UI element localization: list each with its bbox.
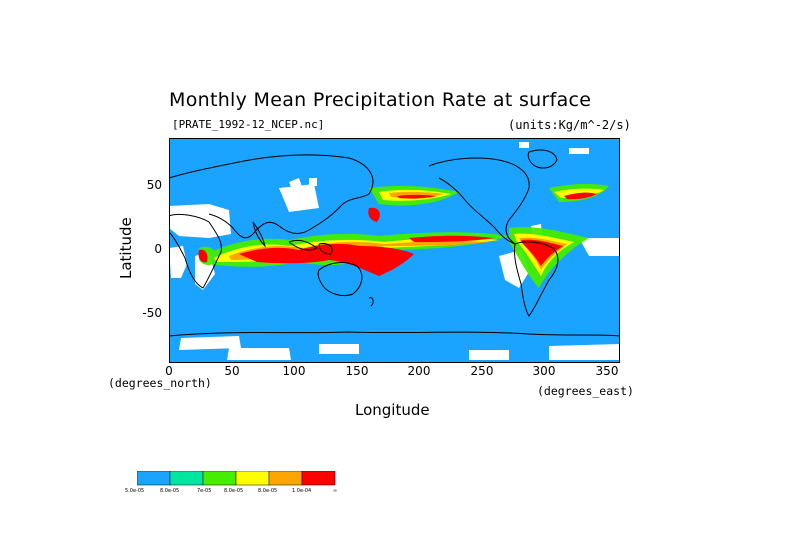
- x-axis-label: Longitude: [355, 401, 430, 419]
- dataset-label: [PRATE_1992-12_NCEP.nc]: [172, 118, 325, 131]
- x-tick-label: 200: [407, 364, 431, 378]
- colorbar-label: 7e-05: [197, 488, 212, 494]
- colorbar-label: 8.0e-05: [160, 488, 180, 494]
- y-tick-label: 0: [154, 242, 162, 256]
- coastlines: [169, 149, 620, 337]
- x-tick-label: 300: [532, 364, 556, 378]
- map-title: Monthly Mean Precipitation Rate at surfa…: [169, 89, 592, 111]
- colorbar-label: 8.0e-05: [224, 488, 244, 494]
- map-frame: [169, 138, 620, 363]
- colorbar: [137, 471, 336, 486]
- colorbar-label: 8.0e-05: [258, 488, 278, 494]
- x-tick-label: 0: [165, 364, 173, 378]
- colorbar-label: ∞: [333, 488, 338, 494]
- y-tick-label: -50: [142, 306, 162, 320]
- y-tick-label: 50: [146, 178, 162, 192]
- x-tick-label: 250: [470, 364, 494, 378]
- x-tick-label: 350: [595, 364, 619, 378]
- x-tick-label: 150: [345, 364, 369, 378]
- x-tick-label: 100: [282, 364, 306, 378]
- precipitation-map: [169, 138, 620, 363]
- y-axis-unit: (degrees_north): [108, 376, 212, 390]
- x-axis-unit: (degrees_east): [537, 384, 634, 398]
- x-tick-label: 50: [224, 364, 240, 378]
- colorbar-label: 1.0e-04: [292, 488, 312, 494]
- units-label: (units:Kg/m^-2/s): [508, 118, 631, 132]
- rain-band-red: [198, 192, 597, 276]
- colorbar-label: 5.0e-05: [125, 488, 145, 494]
